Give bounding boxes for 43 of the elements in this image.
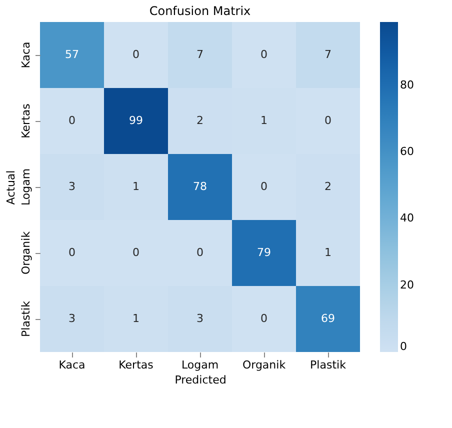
data-label: 0 — [132, 246, 140, 259]
data-label: 0 — [68, 246, 76, 259]
data-label: 3 — [68, 312, 76, 325]
x-tick-label: Kaca — [58, 358, 86, 372]
data-label: 69 — [321, 312, 335, 325]
x-axis-title: Predicted — [174, 374, 226, 386]
x-tick-label: Plastik — [310, 358, 347, 372]
x-tick-label: Kertas — [118, 358, 154, 372]
color-bar-label: 0 — [400, 340, 407, 353]
data-label: 1 — [132, 180, 140, 193]
chart-title: Confusion Matrix — [149, 4, 251, 18]
data-label: 2 — [196, 114, 204, 127]
data-label: 2 — [324, 180, 332, 193]
data-label: 1 — [260, 114, 268, 127]
data-label: 3 — [196, 312, 204, 325]
data-label: 0 — [324, 114, 332, 127]
data-label: 3 — [68, 180, 76, 193]
y-tick-label: Kaca — [20, 42, 32, 68]
data-label: 0 — [132, 48, 140, 61]
color-bar-label: 80 — [400, 78, 414, 92]
color-bar-label: 20 — [400, 278, 414, 292]
data-label: 0 — [196, 246, 204, 259]
x-tick-label: Organik — [242, 358, 286, 372]
data-label: 79 — [257, 246, 271, 259]
data-label: 0 — [260, 312, 268, 325]
y-tick-label: Plastik — [20, 300, 32, 337]
data-label: 1 — [324, 246, 332, 259]
y-axis-title: Actual — [4, 170, 18, 205]
data-label: 78 — [193, 180, 207, 193]
y-tick-label: Kertas — [20, 103, 32, 138]
data-label: 7 — [196, 48, 204, 61]
data-label: 7 — [324, 48, 332, 61]
x-tick-label: Logam — [181, 358, 219, 372]
color-bar-label: 60 — [400, 145, 414, 158]
y-tick-label: Logam — [20, 168, 32, 206]
color-bar-label: 40 — [400, 212, 414, 225]
data-label: 57 — [65, 48, 79, 61]
data-label: 99 — [129, 114, 143, 127]
data-label: 0 — [68, 114, 76, 127]
data-label: 0 — [260, 180, 268, 193]
y-tick-label: Organik — [20, 230, 32, 275]
data-label: 0 — [260, 48, 268, 61]
data-label: 1 — [132, 312, 140, 325]
